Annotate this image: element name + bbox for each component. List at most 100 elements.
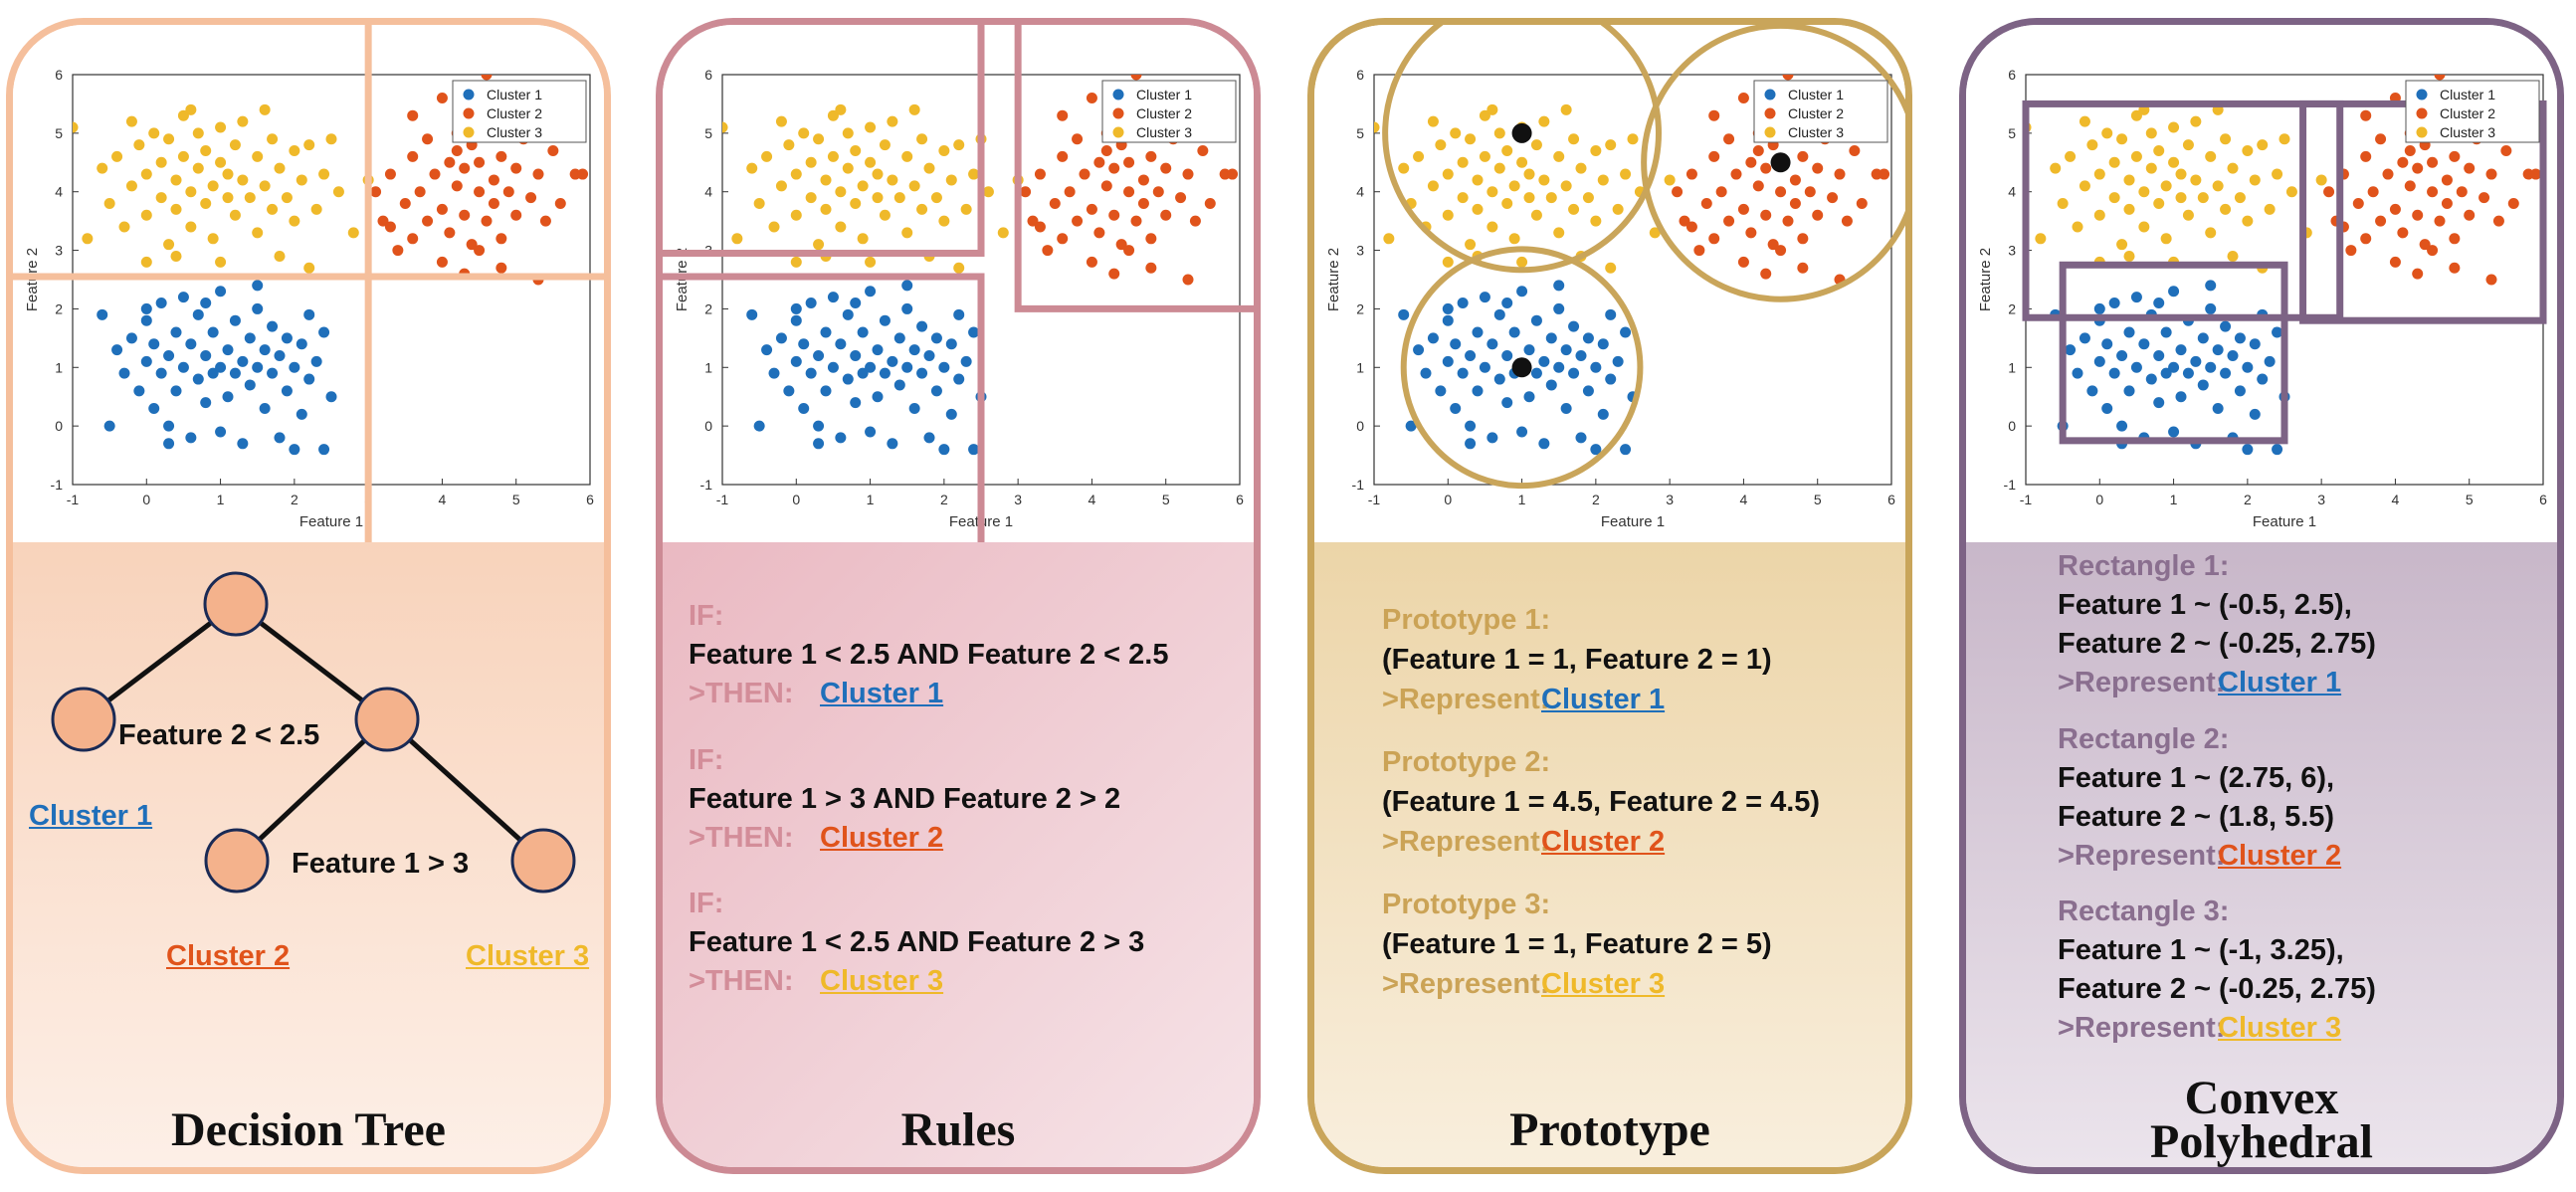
tree-leaf-cluster3[interactable]: Cluster 3	[466, 940, 590, 972]
data-point-cluster-3	[1450, 127, 1462, 139]
data-point-cluster-1	[259, 402, 271, 414]
data-point-cluster-3	[2227, 250, 2239, 262]
data-point-cluster-1	[1620, 326, 1632, 338]
data-point-cluster-2	[2464, 209, 2476, 221]
data-point-cluster-1	[2227, 350, 2239, 362]
data-point-cluster-2	[1137, 197, 1149, 209]
data-point-cluster-2	[1130, 215, 1142, 227]
panel-title-convex-line1: Convex	[2184, 1072, 2339, 1124]
legend-marker	[463, 107, 475, 119]
data-point-cluster-1	[842, 373, 854, 385]
data-point-cluster-2	[2507, 197, 2519, 209]
data-point-cluster-2	[2449, 150, 2461, 162]
data-point-cluster-2	[1827, 192, 1839, 204]
data-point-cluster-2	[2427, 186, 2439, 198]
rule1-cluster[interactable]: Cluster 1	[820, 678, 944, 709]
proto1-cluster[interactable]: Cluster 1	[1541, 684, 1666, 715]
data-point-cluster-3	[1493, 127, 1505, 139]
rect2-cluster[interactable]: Cluster 2	[2218, 840, 2342, 872]
data-point-cluster-1	[140, 355, 152, 367]
data-point-cluster-3	[850, 145, 862, 157]
rect3-cluster[interactable]: Cluster 3	[2218, 1012, 2342, 1044]
data-point-cluster-3	[267, 133, 279, 145]
data-point-cluster-3	[1597, 174, 1609, 186]
data-point-cluster-1	[281, 385, 293, 397]
data-point-cluster-3	[1568, 203, 1580, 215]
data-point-cluster-2	[2389, 256, 2401, 268]
x-tick-label: 1	[2170, 492, 2178, 507]
data-point-cluster-1	[1472, 326, 1484, 338]
x-tick-label: 2	[940, 492, 948, 507]
data-point-cluster-1	[2065, 344, 2077, 356]
data-point-cluster-2	[1108, 209, 1120, 221]
data-point-cluster-2	[1745, 227, 1757, 239]
proto3-coords: (Feature 1 = 1, Feature 2 = 5)	[1382, 928, 1772, 960]
data-point-cluster-3	[1374, 121, 1380, 133]
data-point-cluster-1	[1501, 350, 1513, 362]
data-point-cluster-3	[2108, 156, 2120, 168]
rect1-cluster[interactable]: Cluster 1	[2218, 667, 2342, 698]
data-point-cluster-1	[177, 361, 189, 373]
data-point-cluster-3	[1413, 150, 1425, 162]
x-tick-label: 1	[867, 492, 875, 507]
scatter-plot-svg: -1 0 1 2 3 4 5 6 -1 0 1 2 3 4 5 6 Feature 1 Feature 2 Clus…	[1977, 67, 2547, 530]
data-point-cluster-2	[1182, 274, 1194, 286]
data-point-cluster-3	[1545, 192, 1557, 204]
data-point-cluster-3	[229, 139, 241, 151]
data-point-cluster-3	[1486, 221, 1498, 233]
rule2-cluster[interactable]: Cluster 2	[820, 822, 944, 854]
data-point-cluster-2	[370, 186, 382, 198]
proto2-cluster[interactable]: Cluster 2	[1541, 826, 1666, 858]
data-point-cluster-3	[2242, 215, 2254, 227]
data-point-cluster-3	[1649, 227, 1661, 239]
rect2-represent: >Represent:	[2058, 840, 2226, 872]
data-point-cluster-3	[1398, 162, 1410, 174]
data-point-cluster-1	[2205, 361, 2217, 373]
rule3-cluster[interactable]: Cluster 3	[820, 965, 944, 997]
tree-leaf-cluster2[interactable]: Cluster 2	[166, 940, 291, 972]
data-point-cluster-1	[1501, 397, 1513, 409]
data-point-cluster-1	[1457, 367, 1469, 379]
data-point-cluster-1	[318, 444, 330, 456]
data-point-cluster-3	[1427, 115, 1439, 127]
data-point-cluster-1	[244, 332, 256, 344]
data-point-cluster-1	[827, 292, 839, 303]
data-point-cluster-1	[960, 355, 972, 367]
data-point-cluster-1	[310, 355, 322, 367]
data-point-cluster-2	[1204, 197, 1216, 209]
data-point-cluster-1	[865, 286, 877, 298]
data-point-cluster-1	[893, 332, 905, 344]
x-tick-label: 5	[1162, 492, 1170, 507]
data-point-cluster-1	[1605, 308, 1617, 320]
data-point-cluster-1	[2212, 344, 2224, 356]
data-point-cluster-3	[2123, 250, 2135, 262]
data-point-cluster-3	[879, 209, 891, 221]
tree-leaf-cluster1[interactable]: Cluster 1	[29, 800, 153, 832]
data-point-cluster-2	[1160, 162, 1172, 174]
proto3-cluster[interactable]: Cluster 3	[1541, 968, 1666, 1000]
legend-label: Cluster 1	[487, 87, 542, 102]
y-tick-label: 3	[2008, 243, 2016, 259]
data-point-cluster-1	[289, 444, 300, 456]
data-point-cluster-1	[303, 373, 315, 385]
legend-label: Cluster 2	[1788, 105, 1844, 121]
data-point-cluster-3	[2175, 192, 2187, 204]
data-point-cluster-2	[510, 162, 522, 174]
rectangle-region-3	[2022, 99, 2344, 321]
data-point-cluster-3	[2123, 203, 2135, 215]
data-point-cluster-3	[244, 192, 256, 204]
scatter-plot-rules: -1 0 1 2 3 4 5 6 -1 0 1 2 3 4 5 6 Feature 1 Feature 2 Clus…	[663, 25, 1254, 542]
x-tick-label: 6	[2539, 492, 2547, 507]
y-axis-label: Feature 2	[1977, 248, 1994, 311]
data-point-cluster-3	[783, 139, 795, 151]
legend-label: Cluster 3	[1136, 124, 1192, 140]
data-point-cluster-2	[1093, 156, 1105, 168]
x-tick-label: 1	[217, 492, 225, 507]
proto1-label: Prototype 1:	[1382, 604, 1551, 636]
data-point-cluster-1	[207, 326, 219, 338]
data-point-cluster-1	[289, 361, 300, 373]
data-point-cluster-2	[436, 256, 448, 268]
rule1-if: IF:	[689, 600, 724, 632]
data-point-cluster-2	[1708, 150, 1720, 162]
x-tick-label: 3	[1666, 492, 1674, 507]
